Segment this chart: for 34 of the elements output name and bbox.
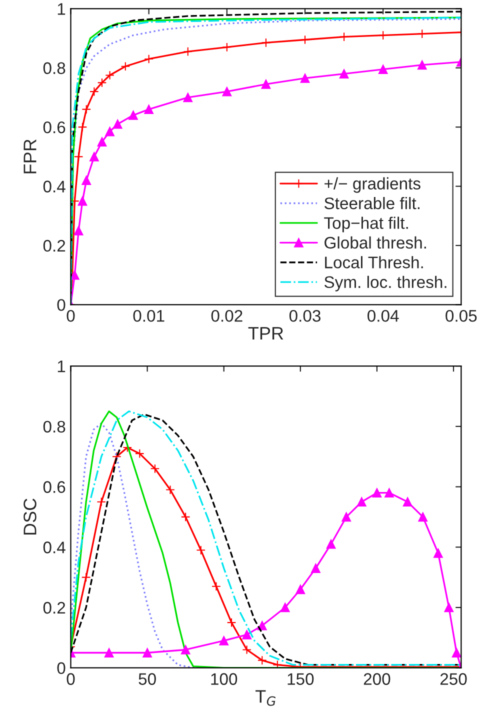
y-tick-label: 0.4	[43, 542, 66, 554]
y-axis-title: FPR	[24, 139, 36, 174]
legend-label: Top−hat filt.	[324, 216, 408, 232]
y-tick-label: 0.6	[43, 121, 66, 134]
y-axis-title: DSC	[24, 498, 36, 535]
x-tick-label: 250	[440, 673, 467, 685]
y-tick-label: 0.2	[43, 240, 66, 252]
legend-label: +/− gradients	[324, 177, 420, 193]
y-tick-label: 1	[58, 3, 66, 15]
legend-label: Steerable filt.	[324, 197, 420, 210]
x-tick-label: 200	[364, 673, 390, 685]
x-tick-label: 0.01	[133, 310, 164, 322]
x-tick-label: 0.04	[368, 310, 399, 322]
y-tick-label: 1	[58, 360, 66, 372]
x-axis-title: TPR	[248, 327, 284, 340]
y-tick-label: 0.8	[43, 420, 66, 433]
x-tick-label: 150	[288, 673, 314, 685]
x-tick-label: 100	[211, 673, 238, 685]
y-tick-label: 0	[57, 299, 66, 311]
x-tick-label: 0	[66, 310, 75, 322]
y-tick-label: 0.6	[43, 481, 66, 493]
legend-label: Sym. loc. thresh.	[324, 276, 446, 292]
y-tick-label: 0.4	[43, 180, 66, 192]
y-tick-label: 0.8	[43, 62, 66, 74]
x-tick-label: 50	[138, 673, 156, 685]
y-tick-label: 0.2	[43, 602, 66, 614]
y-tick-label: 0	[57, 662, 66, 674]
x-tick-label: 0.02	[211, 310, 242, 322]
x-axis-title: T$_{G}$	[256, 690, 276, 706]
x-tick-label: 0.03	[289, 310, 320, 322]
x-tick-label: 0.05	[446, 310, 477, 322]
legend-label: Local Thresh.	[325, 256, 423, 268]
x-tick-label: 0	[66, 673, 75, 685]
legend-label: Global thresh.	[324, 236, 426, 249]
